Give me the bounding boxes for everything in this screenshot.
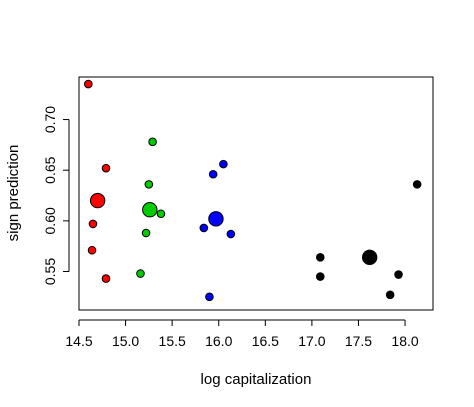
data-point <box>219 159 228 169</box>
data-point <box>87 245 97 255</box>
x-tick-label: 17.0 <box>298 333 325 349</box>
data-point <box>385 290 395 300</box>
data-point <box>84 79 93 89</box>
y-axis-title: sign prediction <box>5 145 22 242</box>
group-mean-point <box>142 202 158 218</box>
data-point <box>101 274 111 283</box>
data-point <box>315 272 325 281</box>
data-point <box>141 228 151 238</box>
data-point <box>208 169 218 179</box>
data-point <box>148 137 157 147</box>
x-tick-label: 18.0 <box>391 333 418 349</box>
group-mean-point <box>89 192 106 209</box>
x-tick-label: 16.5 <box>252 333 279 349</box>
data-point <box>394 270 403 279</box>
x-tick-label: 16.0 <box>205 333 232 349</box>
data-point <box>412 180 422 189</box>
y-tick-label: 0.65 <box>42 156 58 183</box>
data-point <box>101 163 111 173</box>
data-point <box>156 209 166 219</box>
y-tick-label: 0.70 <box>42 106 58 133</box>
data-point <box>88 219 98 229</box>
x-axis: 14.5 15.0 15.5 16.0 16.5 17.0 17.5 18.0 <box>65 319 419 349</box>
data-point <box>205 292 214 302</box>
x-tick-label: 17.5 <box>345 333 372 349</box>
data-point <box>136 269 145 278</box>
x-tick-label: 15.5 <box>159 333 186 349</box>
y-tick-label: 0.55 <box>42 258 58 285</box>
plot-frame <box>78 76 434 311</box>
y-axis: 0.55 0.60 0.65 0.70 <box>42 106 70 285</box>
group-mean-point <box>361 249 378 266</box>
data-point <box>144 180 154 189</box>
data-points <box>84 79 422 302</box>
x-tick-label: 15.0 <box>112 333 139 349</box>
data-point <box>315 253 325 262</box>
group-mean-point <box>208 211 224 227</box>
x-tick-label: 14.5 <box>65 333 92 349</box>
data-point <box>226 229 236 239</box>
x-axis-title: log capitalization <box>201 371 312 388</box>
data-point <box>199 223 209 233</box>
y-tick-label: 0.60 <box>42 207 58 234</box>
